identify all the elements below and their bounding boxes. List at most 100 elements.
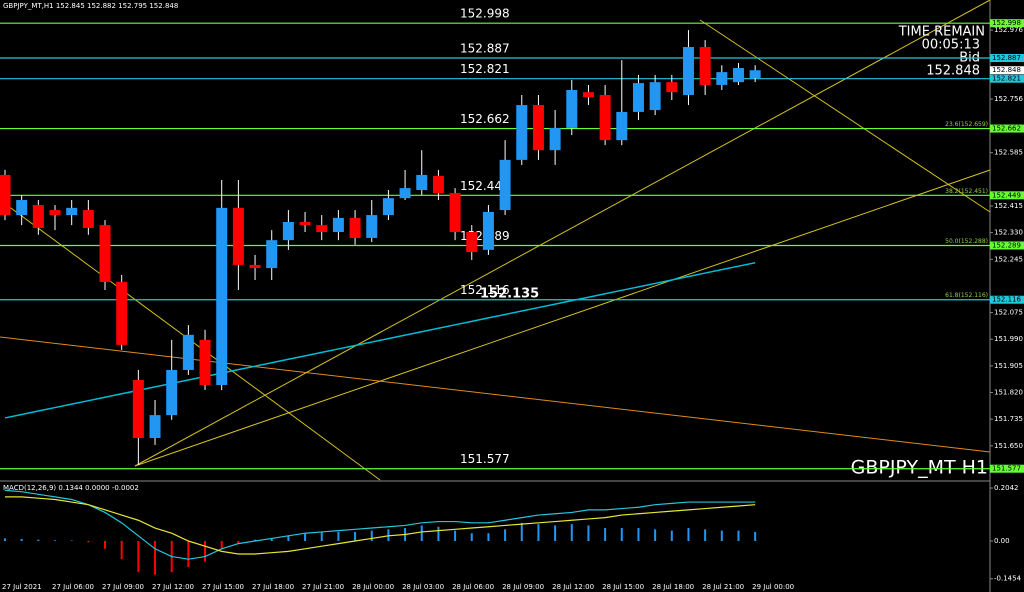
- y-tick-label: 0.00: [994, 537, 1010, 545]
- candle-body: [299, 221, 311, 226]
- header: GBPJPY_MT,H1 152.845 152.882 152.795 152…: [3, 2, 178, 10]
- macd-bar: [604, 528, 607, 542]
- x-tick-label: 28 Jul 18:00: [652, 583, 694, 591]
- y-tick-label: 152.245: [994, 255, 1023, 263]
- level-box-label: 151.577: [992, 465, 1021, 473]
- macd-bar: [537, 524, 540, 542]
- y-tick-label: 152.415: [994, 202, 1023, 210]
- macd-bar: [70, 540, 73, 542]
- macd-title: MACD(12,26,9) 0.1344 0.0000 -0.0002: [3, 484, 139, 492]
- macd-bar: [54, 540, 57, 542]
- macd-bar: [687, 528, 690, 542]
- macd-bar: [587, 525, 590, 542]
- macd-bar: [337, 531, 340, 542]
- bid-box: [990, 66, 1024, 75]
- candle-body: [132, 379, 144, 438]
- candle-body: [332, 217, 344, 233]
- candle-body: [666, 82, 678, 93]
- macd-bar: [354, 531, 357, 542]
- level-box-label: 152.887: [992, 54, 1021, 62]
- macd-bar: [620, 528, 623, 542]
- macd-bar: [487, 533, 490, 542]
- macd-bar: [437, 526, 440, 542]
- candle-body: [566, 89, 578, 128]
- fib-label: 23.6(152.659): [945, 121, 988, 128]
- level-box-label: 152.998: [992, 19, 1021, 27]
- candle-body: [82, 210, 94, 228]
- candle-body: [499, 159, 511, 211]
- candle-body: [616, 111, 628, 141]
- level-box: [990, 295, 1024, 304]
- x-tick-label: 28 Jul 12:00: [552, 583, 594, 591]
- info: 00:05:13: [922, 38, 980, 53]
- level-box-label: 152.662: [992, 125, 1021, 133]
- x-tick-label: 27 Jul 12:00: [152, 583, 194, 591]
- fib-label: 38.2(152.451): [945, 188, 988, 195]
- x-tick-label: 28 Jul 00:00: [352, 583, 394, 591]
- candle-body: [66, 207, 78, 216]
- x-tick-label: 28 Jul 03:00: [402, 583, 444, 591]
- candle-body: [282, 221, 294, 241]
- watermark: GBPJPY_MT H1: [851, 457, 988, 479]
- y-tick-label: 151.650: [994, 442, 1023, 450]
- trend-line: [134, 0, 991, 467]
- candle-body: [266, 240, 278, 269]
- level-label: 152.116: [460, 283, 510, 297]
- candle-body: [349, 217, 361, 238]
- candle-body: [716, 72, 728, 85]
- y-tick-label: 151.735: [994, 415, 1023, 423]
- x-tick-label: 27 Jul 18:00: [252, 583, 294, 591]
- level-box: [990, 191, 1024, 200]
- macd-bar: [187, 541, 190, 567]
- y-tick-label: 152.330: [994, 229, 1023, 237]
- level-box-label: 152.449: [992, 191, 1021, 199]
- candle-body: [516, 105, 528, 160]
- fib-label: 50.0(152.288): [945, 238, 988, 245]
- y-tick-label: 151.990: [994, 335, 1023, 343]
- macd-bar: [37, 539, 40, 542]
- fib-label: 61.8(152.116): [945, 292, 988, 299]
- candle-body: [549, 127, 561, 151]
- trend-line: [0, 336, 991, 453]
- candle-body: [182, 334, 194, 370]
- x-tick-label: 29 Jul 00:00: [752, 583, 794, 591]
- x-tick-label: 28 Jul 09:00: [502, 583, 544, 591]
- x-tick-label: 27 Jul 09:00: [102, 583, 144, 591]
- macd-bar: [270, 538, 273, 542]
- macd-line: [4, 489, 756, 560]
- candle-body: [49, 210, 61, 216]
- y-tick-label: 152.756: [994, 95, 1023, 103]
- candle-body: [249, 264, 261, 269]
- candle-body: [482, 211, 494, 250]
- x-tick-label: 27 Jul 21:00: [302, 583, 344, 591]
- candle-body: [116, 281, 128, 345]
- candle-body: [632, 83, 644, 112]
- x-tick-label: 28 Jul 21:00: [702, 583, 744, 591]
- x-tick-label: 28 Jul 15:00: [602, 583, 644, 591]
- macd-bar: [754, 531, 757, 542]
- level-box: [990, 54, 1024, 63]
- macd-bar: [520, 522, 523, 542]
- level-box-label: 152.116: [992, 296, 1021, 304]
- candle-body: [449, 193, 461, 233]
- level-label: 152.998: [460, 7, 510, 21]
- macd-bar: [287, 535, 290, 542]
- macd-bar: [154, 541, 157, 575]
- y-tick-label: 151.905: [994, 362, 1023, 370]
- x-tick-label: 27 Jul 15:00: [202, 583, 244, 591]
- x-tick-label: 28 Jul 06:00: [452, 583, 494, 591]
- level-box: [990, 74, 1024, 83]
- level-label: 152.887: [460, 42, 510, 56]
- y-tick-label: 152.585: [994, 149, 1023, 157]
- macd-bar: [254, 539, 257, 542]
- candle-body: [416, 174, 428, 190]
- indicator-line: [4, 261, 756, 419]
- macd-bar: [704, 529, 707, 542]
- macd-bar: [237, 541, 240, 544]
- macd-bar: [370, 530, 373, 542]
- candle-body: [382, 198, 394, 216]
- macd-bar: [104, 541, 107, 549]
- marker-label: 152.135: [480, 286, 539, 301]
